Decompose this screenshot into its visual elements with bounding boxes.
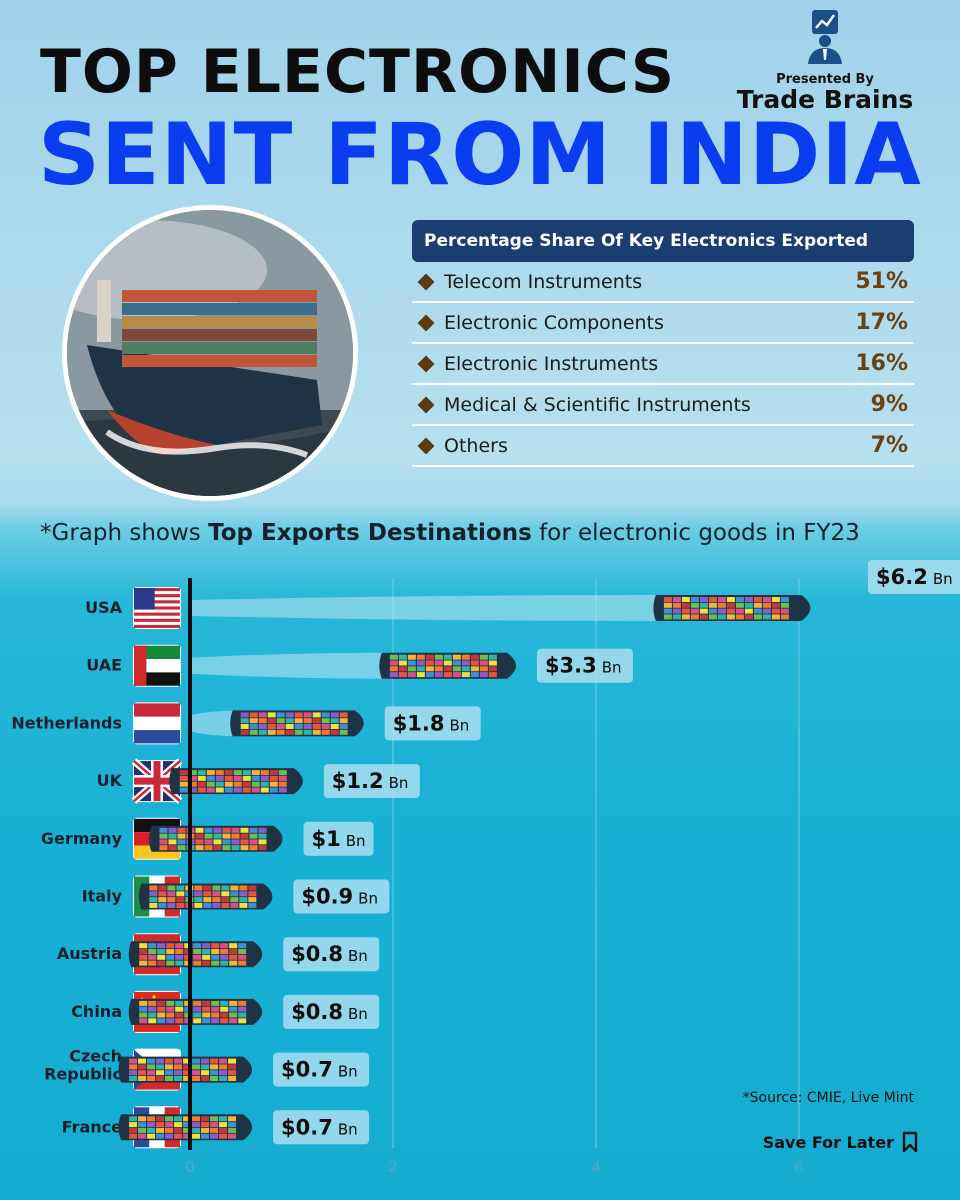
category-label: Netherlands [11,713,122,732]
value-label-box [303,821,374,856]
save-for-later[interactable]: Save For Later [763,1131,918,1153]
title-line-2: SENT FROM INDIA [38,105,922,205]
value-label: $6.2 Bn [876,565,953,589]
share-row-name: Electronic Instruments [444,352,659,375]
bar-row: Germany $1 Bn [41,817,374,860]
bar-row: UK $1.2 Bn [97,758,420,804]
value-label: $1 Bn [312,827,366,851]
bar-row: Italy $0.9 Bn [82,875,390,918]
flag-icon [133,644,181,687]
share-row-name: Medical & Scientific Instruments [444,393,751,416]
share-row-value: 7% [870,433,908,458]
category-label: Czech Republic [44,1047,122,1084]
save-label: Save For Later [762,1132,894,1152]
share-row: Others 7% [412,426,914,467]
share-row-name: Others [444,434,508,457]
cargo-ship-photo [62,205,358,501]
value-label-box [283,994,380,1029]
value-label-box [273,1052,370,1087]
category-label: France [62,1117,122,1136]
subtitle-prefix: *Graph shows [40,520,209,546]
bar-wake [190,652,392,679]
value-label: $0.7 Bn [281,1058,358,1082]
share-row-name: Telecom Instruments [444,270,643,293]
x-tick-label: 2 [388,1158,398,1176]
share-row-name: Electronic Components [444,311,664,334]
x-tick-label: 4 [591,1158,601,1176]
value-label-box [283,937,380,972]
bar-row: Austria $0.8 Bn [57,933,380,976]
value-label-box [273,1110,370,1145]
category-label: China [71,1002,122,1021]
value-label: $0.9 Bn [301,885,378,909]
value-label-box [868,560,960,594]
bar-row: Netherlands $1.8 Bn [11,702,481,745]
bookmark-icon [902,1131,918,1153]
x-tick-label: 6 [794,1158,804,1176]
bar-row: UAE $3.3 Bn [86,644,633,687]
share-row-value: 16% [855,351,908,376]
bar-wake [190,595,666,621]
category-label: UK [97,771,123,790]
subtitle-bold: Top Exports Destinations [208,520,532,546]
diamond-icon [417,396,435,413]
value-label: $3.3 Bn [545,654,622,678]
flag-icon [133,702,181,745]
bar-row: China $0.8 Bn [71,990,380,1033]
bar-row: Czech Republic $0.7 Bn [44,1047,370,1091]
x-tick-label: 0 [185,1158,195,1176]
diamond-icon [417,314,435,331]
share-row: Electronic Instruments 16% [412,344,914,385]
category-label: Italy [82,887,123,906]
value-label: $0.8 Bn [291,942,368,966]
share-table: Percentage Share Of Key Electronics Expo… [412,220,914,467]
title-line-1: TOP ELECTRONICS [40,37,676,107]
bar-row: USA $6.2 Bn [85,560,960,629]
source-note: *Source: CMIE, Live Mint [742,1090,914,1106]
value-label: $0.7 Bn [281,1115,358,1139]
presented-by-label: Presented By [776,72,874,87]
share-row: Medical & Scientific Instruments 9% [412,385,914,426]
bar-row: France $0.7 Bn [62,1106,370,1149]
brand-block: Presented By Trade Brains [730,8,920,113]
diamond-icon [417,437,435,454]
presenter-chart-icon [800,8,850,64]
value-label: $0.8 Bn [291,1000,368,1024]
chart-subtitle: *Graph shows Top Exports Destinations fo… [40,520,930,546]
value-label-box [384,706,481,741]
value-label: $1.8 Bn [393,711,470,735]
share-row-value: 17% [855,310,908,335]
diamond-icon [417,355,435,372]
bar-wake [190,710,243,737]
category-label: Austria [57,944,122,963]
share-row-value: 9% [870,392,908,417]
category-label: Germany [41,829,123,848]
subtitle-suffix: for electronic goods in FY23 [531,520,860,546]
brand-name: Trade Brains [736,85,914,114]
value-label-box [536,648,633,683]
share-table-heading: Percentage Share Of Key Electronics Expo… [412,220,914,262]
value-label-box [293,879,390,914]
value-label-box [323,764,420,799]
category-label: USA [85,598,123,617]
share-row: Electronic Components 17% [412,303,914,344]
diamond-icon [417,273,435,290]
share-row: Telecom Instruments 51% [412,262,914,303]
export-destinations-chart: 0 2 4 6 USA $6.2 Bn UAE $3.3 Bn Netherlands $1.8 Bn U… [11,560,960,1176]
flag-icon [133,587,181,629]
category-label: UAE [86,656,122,675]
share-row-value: 51% [855,269,908,294]
value-label: $1.2 Bn [332,769,409,793]
